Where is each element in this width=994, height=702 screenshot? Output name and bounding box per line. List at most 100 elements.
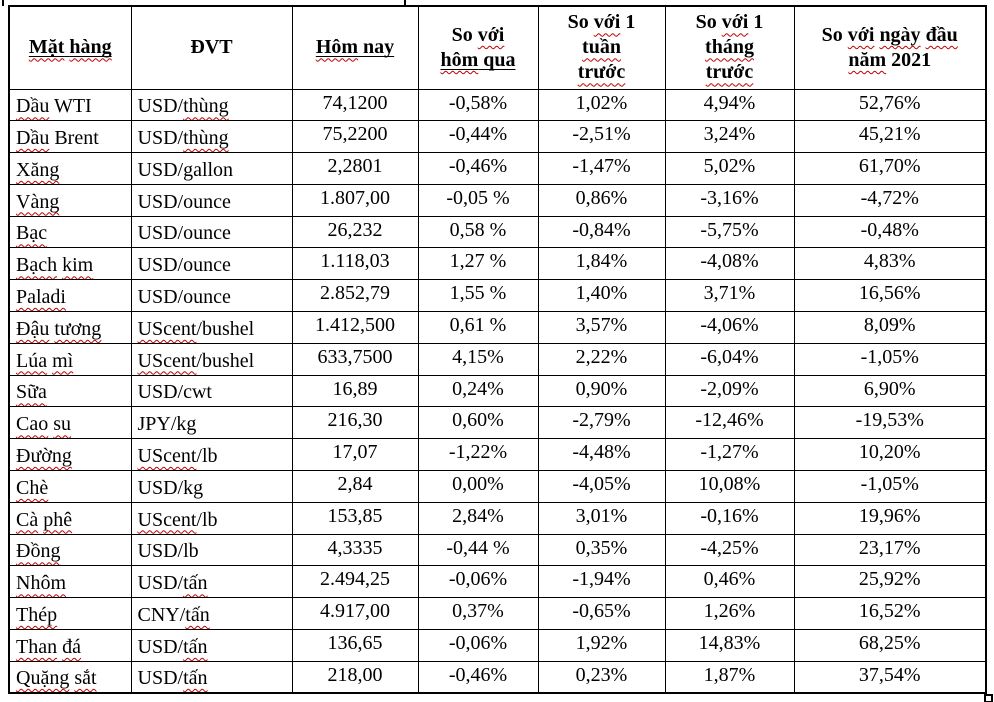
cell-vs_week[interactable]: 0,86% (537, 183, 666, 217)
cell-vs_week[interactable]: -2,51% (537, 120, 666, 154)
cell-unit[interactable]: UScent/lb (130, 438, 293, 472)
cell-vs_month[interactable]: -6,04% (664, 342, 795, 376)
cell-unit[interactable]: USD/tấn (130, 565, 293, 599)
cell-vs_week[interactable]: -0,65% (537, 597, 666, 631)
cell-today[interactable]: 16,89 (291, 374, 419, 408)
column-header-name[interactable]: Mặt hàng (8, 5, 132, 90)
cell-name[interactable]: Lúa mì (8, 342, 132, 376)
cell-today[interactable]: 1.118,03 (291, 247, 419, 281)
cell-vs_yesterday[interactable]: -0,58% (417, 88, 539, 122)
cell-today[interactable]: 2,84 (291, 470, 419, 503)
cell-name[interactable]: Dầu Brent (8, 120, 132, 154)
cell-vs_week[interactable]: -1,94% (537, 565, 666, 599)
cell-vs_start_2021[interactable]: 37,54% (793, 660, 987, 694)
cell-today[interactable]: 1.807,00 (291, 183, 419, 217)
cell-vs_week[interactable]: 0,35% (537, 533, 666, 567)
column-header-vs_start_2021[interactable]: So với ngày đầu năm 2021 (793, 5, 987, 90)
cell-vs_month[interactable]: -0,16% (664, 501, 795, 535)
cell-today[interactable]: 2.852,79 (291, 279, 419, 313)
cell-name[interactable]: Cà phê (8, 501, 132, 535)
cell-vs_month[interactable]: -4,08% (664, 247, 795, 281)
cell-vs_yesterday[interactable]: -0,46% (417, 660, 539, 694)
cell-vs_week[interactable]: 1,02% (537, 88, 666, 122)
cell-name[interactable]: Quặng sắt (8, 660, 132, 694)
cell-vs_week[interactable]: 2,22% (537, 342, 666, 376)
cell-unit[interactable]: USD/tấn (130, 629, 293, 662)
cell-unit[interactable]: USD/ounce (130, 247, 293, 281)
cell-vs_yesterday[interactable]: -0,06% (417, 629, 539, 662)
cell-unit[interactable]: UScent/bushel (130, 342, 293, 376)
cell-today[interactable]: 218,00 (291, 660, 419, 694)
cell-vs_start_2021[interactable]: -1,05% (793, 470, 987, 503)
cell-vs_week[interactable]: -4,48% (537, 438, 666, 472)
cell-vs_start_2021[interactable]: -0,48% (793, 215, 987, 249)
column-header-vs_yesterday[interactable]: So với hôm qua (417, 5, 539, 90)
cell-vs_week[interactable]: -1,47% (537, 152, 666, 185)
cell-today[interactable]: 2,2801 (291, 152, 419, 185)
cell-vs_month[interactable]: 14,83% (664, 629, 795, 662)
cell-name[interactable]: Sữa (8, 374, 132, 408)
cell-vs_yesterday[interactable]: 1,55 % (417, 279, 539, 313)
cell-vs_week[interactable]: 0,23% (537, 660, 666, 694)
cell-unit[interactable]: UScent/lb (130, 501, 293, 535)
cell-vs_week[interactable]: 1,92% (537, 629, 666, 662)
cell-vs_yesterday[interactable]: 4,15% (417, 342, 539, 376)
cell-vs_yesterday[interactable]: -0,46% (417, 152, 539, 185)
cell-vs_month[interactable]: 0,46% (664, 565, 795, 599)
cell-vs_month[interactable]: 4,94% (664, 88, 795, 122)
cell-unit[interactable]: USD/thùng (130, 120, 293, 154)
cell-unit[interactable]: USD/gallon (130, 152, 293, 185)
column-header-unit[interactable]: ĐVT (130, 5, 293, 90)
cell-vs_month[interactable]: -5,75% (664, 215, 795, 249)
cell-today[interactable]: 136,65 (291, 629, 419, 662)
cell-unit[interactable]: USD/lb (130, 533, 293, 567)
cell-vs_yesterday[interactable]: 1,27 % (417, 247, 539, 281)
cell-vs_month[interactable]: -1,27% (664, 438, 795, 472)
cell-vs_start_2021[interactable]: 8,09% (793, 311, 987, 344)
cell-unit[interactable]: UScent/bushel (130, 311, 293, 344)
cell-unit[interactable]: USD/ounce (130, 215, 293, 249)
cell-name[interactable]: Thép (8, 597, 132, 631)
cell-vs_yesterday[interactable]: 0,37% (417, 597, 539, 631)
cell-vs_start_2021[interactable]: -19,53% (793, 406, 987, 440)
cell-unit[interactable]: USD/ounce (130, 183, 293, 217)
cell-vs_start_2021[interactable]: 68,25% (793, 629, 987, 662)
cell-unit[interactable]: USD/kg (130, 470, 293, 503)
cell-unit[interactable]: USD/ounce (130, 279, 293, 313)
cell-vs_yesterday[interactable]: 0,00% (417, 470, 539, 503)
cell-today[interactable]: 74,1200 (291, 88, 419, 122)
cell-today[interactable]: 2.494,25 (291, 565, 419, 599)
cell-vs_month[interactable]: 1,87% (664, 660, 795, 694)
cell-vs_start_2021[interactable]: 23,17% (793, 533, 987, 567)
cell-vs_month[interactable]: -4,06% (664, 311, 795, 344)
cell-vs_week[interactable]: 0,90% (537, 374, 666, 408)
cell-vs_week[interactable]: -2,79% (537, 406, 666, 440)
cell-vs_yesterday[interactable]: -0,06% (417, 565, 539, 599)
cell-vs_month[interactable]: 3,24% (664, 120, 795, 154)
cell-today[interactable]: 17,07 (291, 438, 419, 472)
cell-vs_yesterday[interactable]: 0,60% (417, 406, 539, 440)
cell-vs_yesterday[interactable]: -0,44% (417, 120, 539, 154)
cell-vs_month[interactable]: -4,25% (664, 533, 795, 567)
cell-today[interactable]: 4.917,00 (291, 597, 419, 631)
cell-vs_week[interactable]: 1,40% (537, 279, 666, 313)
column-header-today[interactable]: Hôm nay (291, 5, 419, 90)
cell-vs_month[interactable]: -2,09% (664, 374, 795, 408)
cell-vs_month[interactable]: -3,16% (664, 183, 795, 217)
cell-unit[interactable]: USD/cwt (130, 374, 293, 408)
cell-vs_month[interactable]: 1,26% (664, 597, 795, 631)
cell-name[interactable]: Vàng (8, 183, 132, 217)
cell-vs_week[interactable]: 1,84% (537, 247, 666, 281)
cell-unit[interactable]: JPY/kg (130, 406, 293, 440)
cell-today[interactable]: 153,85 (291, 501, 419, 535)
cell-today[interactable]: 26,232 (291, 215, 419, 249)
cell-name[interactable]: Dầu WTI (8, 88, 132, 122)
cell-vs_start_2021[interactable]: 52,76% (793, 88, 987, 122)
cell-vs_start_2021[interactable]: 16,52% (793, 597, 987, 631)
cell-vs_week[interactable]: 3,01% (537, 501, 666, 535)
cell-vs_yesterday[interactable]: -0,44 % (417, 533, 539, 567)
cell-name[interactable]: Đậu tương (8, 311, 132, 344)
cell-name[interactable]: Bạc (8, 215, 132, 249)
cell-name[interactable]: Đường (8, 438, 132, 472)
cell-unit[interactable]: USD/thùng (130, 88, 293, 122)
